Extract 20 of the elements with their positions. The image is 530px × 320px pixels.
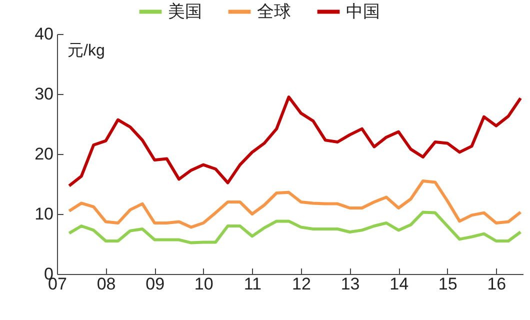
x-tick-label: 08 [96, 274, 116, 294]
legend-label: 中国 [346, 2, 380, 21]
line-series [68, 210, 522, 244]
y-tick-label: 40 [34, 24, 54, 44]
x-tick-label: 16 [487, 274, 506, 294]
x-tick-label: 12 [292, 274, 311, 294]
x-tick-label: 15 [438, 274, 458, 294]
y-tick-label: 10 [34, 204, 54, 224]
legend-label: 全球 [257, 2, 291, 21]
x-tick-label: 10 [194, 274, 214, 294]
x-tick-label: 09 [146, 274, 165, 294]
y-tick-label: 20 [34, 144, 54, 164]
x-tick-label: 13 [340, 274, 360, 294]
line-series [68, 96, 522, 188]
y-axis-title: 元/kg [68, 42, 105, 60]
x-tick-label: 11 [244, 274, 262, 294]
line-series [68, 180, 522, 229]
x-tick-label: 14 [390, 274, 409, 294]
legend-label: 美国 [168, 2, 202, 21]
y-tick-label: 30 [34, 84, 54, 104]
